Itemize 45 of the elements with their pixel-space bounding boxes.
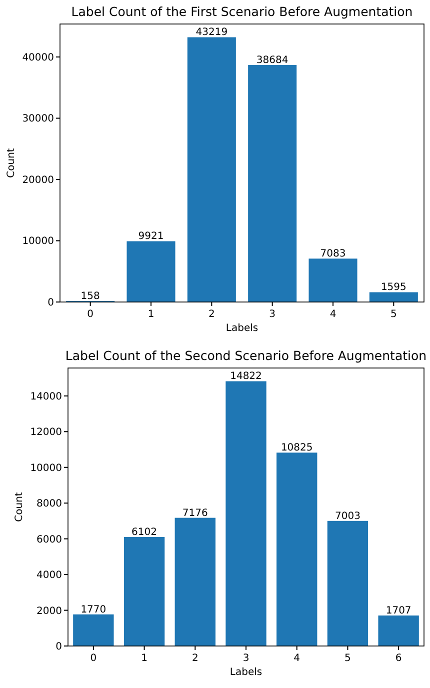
y-tick-label: 6000 (36, 534, 62, 546)
x-tick-label: 6 (395, 653, 402, 664)
chart-title: Label Count of the Second Scenario Before Augmentation (65, 348, 427, 363)
y-tick-label: 30000 (22, 114, 54, 125)
x-tick-label: 2 (192, 653, 198, 664)
y-axis-title: Count (6, 148, 17, 178)
data-label: 7003 (334, 510, 360, 522)
x-tick-label: 1 (141, 653, 148, 664)
data-label: 7083 (320, 248, 346, 260)
data-label: 1707 (386, 606, 412, 617)
x-tick-label: 3 (269, 309, 276, 320)
y-tick-label: 12000 (30, 427, 62, 438)
data-label: 7176 (182, 508, 208, 519)
y-tick-label: 10000 (22, 236, 54, 248)
x-tick-label: 4 (294, 653, 300, 664)
x-tick-label: 1 (148, 309, 154, 320)
x-tick-label: 4 (330, 309, 336, 320)
data-label: 1595 (380, 282, 406, 294)
x-axis-title: Labels (230, 667, 262, 678)
y-tick-label: 0 (48, 298, 54, 308)
y-axis-title: Count (14, 492, 25, 522)
x-axis-title: Labels (226, 323, 258, 334)
y-tick-label: 14000 (30, 391, 62, 402)
data-label: 10825 (280, 442, 313, 454)
x-tick-label: 0 (90, 653, 97, 664)
data-label: 6102 (132, 527, 158, 538)
data-label: 14822 (230, 371, 262, 382)
x-tick-label: 5 (390, 309, 397, 320)
x-tick-label: 5 (344, 653, 351, 664)
x-tick-label: 3 (242, 653, 250, 664)
data-label: 9921 (138, 231, 164, 242)
x-tick-label: 2 (208, 309, 215, 320)
x-tick-label: 0 (87, 309, 94, 320)
data-label: 158 (80, 291, 100, 302)
y-tick-label: 10000 (30, 462, 62, 474)
y-tick-label: 8000 (36, 498, 62, 510)
y-tick-label: 0 (56, 642, 62, 652)
data-label: 38684 (256, 55, 288, 66)
chart-title: Label Count of the First Scenario Before Augmentation (71, 4, 413, 19)
data-label: 1770 (80, 604, 106, 616)
data-label: 43219 (196, 27, 228, 38)
y-tick-label: 2000 (36, 606, 62, 617)
y-tick-label: 4000 (36, 570, 62, 582)
y-tick-label: 40000 (22, 52, 54, 64)
y-tick-label: 20000 (22, 174, 54, 186)
